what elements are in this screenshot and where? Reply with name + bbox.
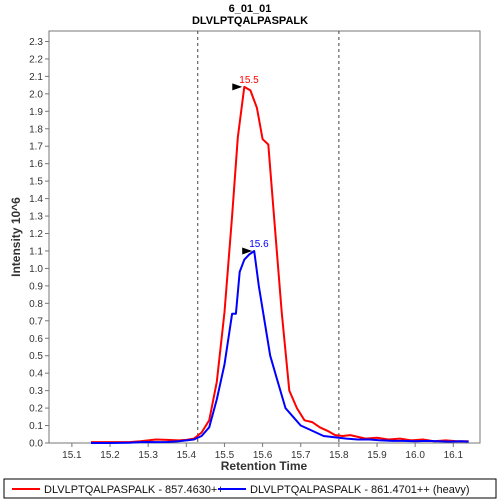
y-tick-label: 1.4: [29, 194, 43, 205]
x-tick-label: 16.1: [444, 450, 464, 461]
legend-label-heavy: DLVLPTQALPASPALK - 861.4701++ (heavy): [250, 484, 470, 496]
y-tick-label: 1.3: [29, 212, 43, 223]
chart-subtitle: DLVLPTQALPASPALK: [192, 15, 308, 27]
y-tick-label: 1.0: [29, 264, 43, 275]
x-tick-label: 15.2: [100, 450, 120, 461]
series-line-heavy: [91, 250, 469, 444]
y-tick-label: 1.1: [29, 246, 43, 257]
y-tick-label: 0.8: [29, 299, 43, 310]
x-tick-label: 15.7: [291, 450, 311, 461]
y-tick-label: 2.1: [29, 72, 43, 83]
x-tick-label: 15.6: [253, 450, 273, 461]
y-tick-label: 1.7: [29, 142, 43, 153]
peak-label: 15.6: [249, 239, 269, 250]
y-tick-label: 0.3: [29, 386, 43, 397]
y-axis: 0.0 0.1 0.2 0.3 0.4 0.5 0.6 0.7 0.8 0.9 1.0 1.1 1.2 1…: [29, 37, 49, 450]
y-tick-label: 2.0: [29, 89, 43, 100]
y-tick-label: 2.2: [29, 54, 43, 65]
peak-marker: [232, 83, 243, 91]
x-tick-label: 15.1: [62, 450, 82, 461]
y-tick-label: 0.4: [29, 369, 43, 380]
y-axis-label: Intensity 10^6: [9, 197, 23, 277]
y-tick-label: 1.6: [29, 159, 43, 170]
series-layer: [91, 85, 469, 444]
x-tick-label: 15.9: [367, 450, 387, 461]
y-tick-label: 1.5: [29, 177, 43, 188]
y-tick-label: 2.3: [29, 37, 43, 48]
chart-title: 6_01_01: [229, 3, 272, 15]
y-tick-label: 1.9: [29, 107, 43, 118]
y-tick-label: 0.0: [29, 439, 43, 450]
plot-area: [48, 30, 481, 444]
x-axis-label: Retention Time: [221, 459, 308, 473]
x-tick-label: 15.4: [177, 450, 197, 461]
y-tick-label: 0.1: [29, 421, 43, 432]
y-tick-label: 0.5: [29, 351, 43, 362]
y-tick-label: 0.9: [29, 281, 43, 292]
y-tick-label: 0.2: [29, 404, 43, 415]
x-axis: 15.1 15.2 15.3 15.4 15.5 15.6 15.7 15.8 15.9 16.0…: [62, 443, 463, 461]
legend-label-light: DLVLPTQALPASPALK - 857.4630++: [44, 484, 224, 496]
x-tick-label: 15.5: [215, 450, 235, 461]
peak-marker: [242, 247, 253, 255]
y-tick-label: 1.8: [29, 124, 43, 135]
x-tick-label: 15.8: [329, 450, 349, 461]
legend-box: [3, 478, 497, 499]
y-tick-label: 1.2: [29, 229, 43, 240]
y-tick-label: 0.6: [29, 334, 43, 345]
peak-annotations: 15.5 15.6: [232, 75, 269, 255]
x-tick-label: 16.0: [405, 450, 425, 461]
x-tick-label: 15.3: [138, 450, 158, 461]
integration-bounds: [197, 31, 340, 443]
legend: DLVLPTQALPASPALK - 857.4630++ DLVLPTQALP…: [3, 478, 497, 499]
peak-label: 15.5: [239, 75, 259, 86]
y-tick-label: 0.7: [29, 316, 43, 327]
